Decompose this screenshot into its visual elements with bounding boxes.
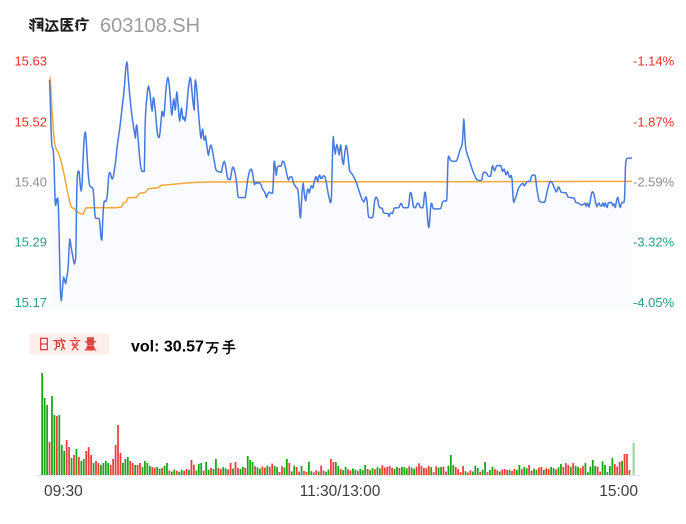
svg-text:09:30: 09:30 [44, 483, 83, 500]
svg-text:15.40: 15.40 [14, 174, 47, 189]
svg-text:vol: 30.57: vol: 30.57 [131, 339, 204, 356]
svg-text:-1.87%: -1.87% [633, 114, 675, 129]
svg-text:11:30/13:00: 11:30/13:00 [300, 483, 381, 500]
svg-text:-3.32%: -3.32% [633, 235, 675, 250]
svg-text:15:00: 15:00 [599, 483, 638, 500]
svg-text:15.17: 15.17 [14, 295, 47, 310]
svg-text:15.52: 15.52 [14, 114, 47, 129]
svg-text:15.63: 15.63 [14, 54, 47, 69]
svg-text:15.29: 15.29 [14, 235, 47, 250]
svg-text:-4.05%: -4.05% [633, 295, 675, 310]
svg-text:-1.14%: -1.14% [633, 54, 675, 69]
svg-text:-2.59%: -2.59% [633, 174, 675, 189]
svg-text:603108.SH: 603108.SH [100, 15, 200, 37]
